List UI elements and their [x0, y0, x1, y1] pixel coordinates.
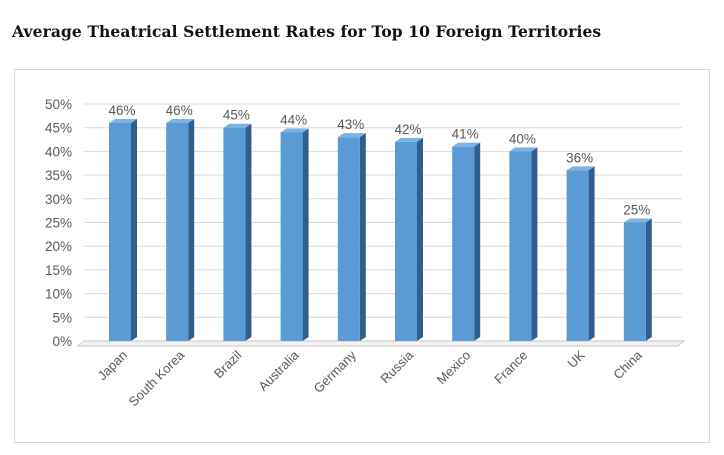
bar-side: [474, 142, 481, 341]
bar: [280, 132, 303, 341]
bar-top: [623, 218, 652, 223]
y-tick-label: 50%: [45, 97, 72, 112]
bar-top: [166, 118, 195, 123]
x-tick-label: UK: [564, 347, 588, 371]
chart-floor: [76, 340, 686, 347]
data-label: 46%: [166, 103, 193, 118]
bar-side: [131, 118, 137, 342]
data-label: 40%: [509, 131, 536, 146]
bar: [166, 122, 189, 342]
bar-top: [280, 128, 309, 133]
y-tick-label: 35%: [45, 168, 72, 183]
bar-side: [245, 123, 252, 341]
bars: [109, 118, 652, 342]
bar-top: [509, 147, 538, 152]
bar-top: [452, 142, 481, 147]
y-tick-label: 0%: [52, 334, 72, 349]
y-tick-label: 15%: [45, 263, 72, 278]
y-tick-label: 40%: [45, 144, 72, 159]
bar: [509, 151, 532, 341]
data-label: 44%: [280, 112, 307, 127]
bar: [452, 146, 475, 341]
data-label: 45%: [223, 108, 250, 123]
x-tick-label: Germany: [311, 347, 360, 396]
bar: [395, 141, 417, 341]
y-tick-label: 25%: [45, 216, 72, 231]
x-tick-label: South Korea: [126, 347, 188, 409]
x-tick-label: China: [610, 347, 645, 382]
bar-top: [566, 166, 595, 171]
x-tick-label: Japan: [94, 348, 130, 384]
y-axis-ticks: 0% 5% 10% 15% 20% 25% 30% 35% 40% 45% 50%: [45, 97, 72, 349]
data-label: 46%: [108, 103, 135, 118]
bar-side: [417, 137, 423, 341]
bar-side: [645, 218, 652, 341]
bar-side: [531, 147, 538, 341]
x-tick-label: France: [491, 348, 530, 387]
data-label: 43%: [337, 117, 364, 132]
y-tick-label: 30%: [45, 192, 72, 207]
data-label: 25%: [623, 203, 650, 218]
bar-top: [337, 133, 366, 138]
data-label: 41%: [452, 127, 479, 142]
x-tick-label: Australia: [255, 347, 302, 394]
x-tick-label: Russia: [377, 347, 416, 386]
chart-title: Average Theatrical Settlement Rates for …: [12, 22, 602, 41]
x-tick-label: Brazil: [211, 347, 245, 381]
y-tick-label: 5%: [52, 310, 72, 325]
bar-side: [588, 166, 595, 341]
bar-side: [359, 133, 366, 341]
bar-top: [223, 123, 252, 128]
y-tick-label: 20%: [45, 239, 72, 254]
bar: [109, 122, 131, 342]
y-tick-label: 10%: [45, 287, 72, 302]
bar-side: [302, 128, 309, 341]
bar-top: [395, 137, 423, 142]
bar-top: [109, 118, 137, 123]
bar: [623, 222, 646, 341]
bar: [223, 127, 246, 341]
bar: [337, 137, 360, 341]
data-label: 42%: [394, 122, 421, 137]
x-tick-label: Mexico: [434, 348, 474, 388]
data-label: 36%: [566, 150, 593, 165]
y-tick-label: 45%: [45, 121, 72, 136]
bar: [566, 170, 589, 341]
bar-side: [188, 118, 195, 342]
data-labels: 46% 46% 45% 44% 43% 42% 41% 40% 36% 25%: [108, 103, 650, 218]
